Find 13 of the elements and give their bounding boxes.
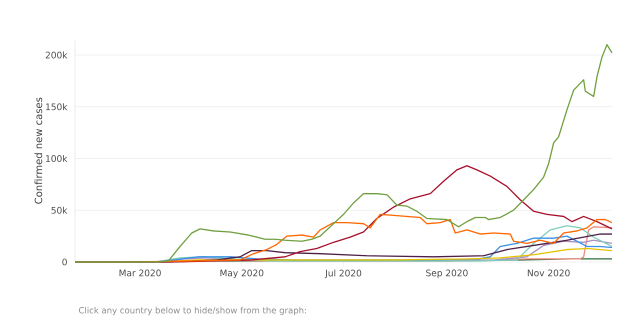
y-tick-label: 50k — [52, 206, 68, 214]
x-tick-label: Nov 2020 — [528, 270, 570, 276]
x-tick-label: Jul 2020 — [324, 270, 362, 278]
text: Click any country below to hide/show from the graph: — [79, 306, 306, 316]
y-tick-label: 200k — [46, 52, 68, 58]
line-series — [74, 44, 613, 263]
x-tick-label: Mar 2020 — [120, 270, 161, 276]
x-tick-label: Sep 2020 — [426, 270, 468, 278]
x-tick-label: May 2020 — [220, 270, 264, 278]
y-tick-label: 100k — [46, 155, 68, 162]
y-tick-label: 150k — [46, 103, 68, 110]
y-axis-title: Confirmed new cases — [34, 98, 42, 204]
y-tick-label: 0 — [62, 258, 67, 266]
